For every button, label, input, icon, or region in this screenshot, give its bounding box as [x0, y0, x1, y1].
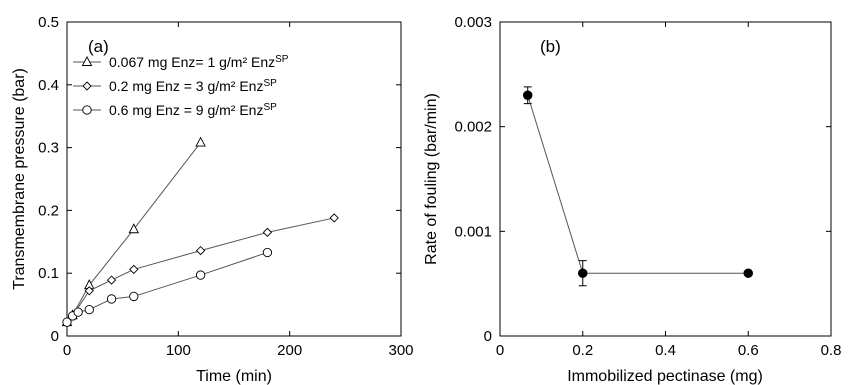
data-point-a-3 — [84, 304, 94, 315]
y-axis-label-b: Rate of fouling (bar/min) — [423, 93, 440, 265]
series-line-a-2 — [66, 217, 335, 323]
series-group-a — [61, 136, 339, 327]
tick-marks-b: 0 0.2 0.4 0.6 0.8 0 0.001 0.002 0.003 — [454, 14, 841, 359]
legend-label-superscript-3: SP — [263, 102, 277, 113]
data-point-a-3 — [129, 291, 139, 302]
x-tick-label-b: 0.4 — [655, 342, 676, 359]
series-group-b — [522, 86, 754, 287]
data-point-a-2 — [106, 275, 117, 285]
tick-marks-a: 0 100 200 300 0 0.1 0.2 0.3 0.4 0.5 — [38, 14, 413, 359]
x-tick-label-a: 300 — [388, 342, 413, 359]
y-tick-label-b: 0.001 — [454, 223, 492, 240]
x-tick-label-b: 0 — [496, 342, 504, 359]
y-axis-label-a: Transmembrane pressure (bar) — [11, 68, 28, 290]
series-line-b-1 — [527, 95, 749, 274]
data-point-a-2 — [195, 245, 206, 256]
y-tick-label-a: 0 — [51, 328, 59, 345]
y-tick-label-a: 0.1 — [38, 265, 59, 282]
y-tick-label-a: 0.5 — [38, 14, 59, 31]
legend-label-superscript-2: SP — [263, 78, 277, 89]
y-tick-label-b: 0.003 — [454, 14, 492, 31]
data-point-a-1 — [128, 223, 140, 234]
y-tick-label-b: 0.002 — [454, 119, 492, 136]
x-tick-label-b: 0.6 — [738, 342, 759, 359]
data-point-a-3 — [106, 294, 117, 304]
panel-a: 0 100 200 300 0 0.1 0.2 0.3 0.4 0.5 0.067 mg Enz=… — [11, 14, 414, 385]
legend-marker-2 — [82, 81, 92, 91]
y-tick-label-a: 0.4 — [38, 77, 59, 94]
data-point-a-3 — [262, 247, 273, 258]
legend-marker-3 — [82, 105, 92, 115]
data-point-a-3 — [73, 307, 83, 317]
legend-a: 0.067 mg Enz= 1 g/m² EnzSP 0.2 mg Enz = 3… — [73, 54, 289, 118]
data-point-a-2 — [262, 227, 273, 238]
panel-b: 0 0.2 0.4 0.6 0.8 0 0.001 0.002 0.003 (b) Immobi… — [423, 14, 841, 385]
x-tick-label-b: 0.2 — [572, 342, 593, 359]
x-tick-label-b: 0.8 — [821, 342, 842, 359]
data-point-a-2 — [84, 286, 94, 296]
x-tick-label-a: 0 — [63, 342, 71, 359]
data-point-a-3 — [195, 270, 206, 280]
y-tick-label-b: 0 — [484, 328, 492, 345]
data-point-a-1 — [195, 136, 206, 147]
panel-label-b: (b) — [540, 37, 561, 56]
y-tick-label-a: 0.2 — [38, 202, 59, 219]
data-point-b-1 — [578, 268, 588, 278]
panel-label-a: (a) — [88, 37, 109, 56]
data-point-a-3 — [62, 317, 72, 327]
x-tick-label-a: 100 — [166, 342, 191, 359]
plot-frame-b — [499, 21, 832, 337]
data-point-b-1 — [522, 90, 533, 101]
legend-label-superscript-1: SP — [275, 54, 289, 65]
x-axis-label-b: Immobilized pectinase (mg) — [567, 368, 763, 385]
x-axis-label-a: Time (min) — [196, 368, 272, 385]
legend-label-2: 0.2 mg Enz = 3 g/m² EnzSP — [109, 78, 277, 94]
data-point-a-2 — [329, 213, 339, 223]
legend-label-1: 0.067 mg Enz= 1 g/m² EnzSP — [109, 54, 289, 70]
y-tick-label-a: 0.3 — [38, 140, 59, 157]
x-tick-label-a: 200 — [277, 342, 302, 359]
legend-label-3: 0.6 mg Enz = 9 g/m² EnzSP — [109, 102, 277, 118]
data-point-a-2 — [129, 264, 139, 275]
data-point-b-1 — [743, 268, 754, 278]
plot-frame-a — [66, 21, 402, 337]
legend-marker-1 — [81, 56, 93, 66]
